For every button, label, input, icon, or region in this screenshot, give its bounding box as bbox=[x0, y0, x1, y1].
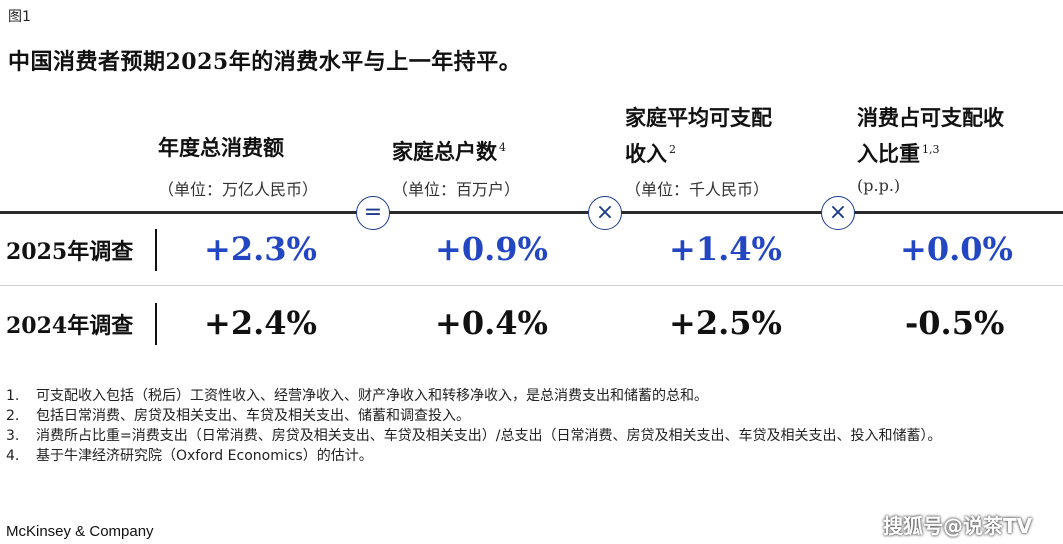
column-header-disposable-income: 家庭平均可支配 收入 2 bbox=[625, 102, 772, 170]
column-unit: (p.p.) bbox=[857, 176, 901, 195]
column-header-label: 家庭总户数 bbox=[392, 139, 497, 164]
footnotes: 1. 可支配收入包括（税后）工资性收入、经营净收入、财产净收入和转移净收入，是总消… bbox=[6, 386, 1046, 466]
value-cell: +0.9% bbox=[435, 230, 548, 268]
row-divider bbox=[155, 303, 157, 345]
column-header-consumption-share: 消费占可支配收 入比重 1,3 bbox=[857, 102, 1004, 170]
column-header-label-line2: 入比重 bbox=[857, 141, 920, 166]
row-label-2025: 2025年调查 bbox=[6, 239, 134, 265]
footnote-number: 1. bbox=[6, 388, 20, 404]
figure-label: 图1 bbox=[8, 9, 31, 25]
column-unit: （单位：万亿人民币） bbox=[158, 180, 319, 199]
value-cell: -0.5% bbox=[905, 304, 1005, 342]
multiply-operator-icon: × bbox=[588, 196, 622, 230]
column-header-label: 家庭平均可支配 bbox=[625, 105, 772, 130]
footnote-number: 3. bbox=[6, 428, 20, 444]
row-label-2024: 2024年调查 bbox=[6, 313, 134, 339]
row-divider bbox=[155, 229, 157, 271]
footnote-text: 消费所占比重=消费支出（日常消费、房贷及相关支出、车贷及相关支出）/总支出（日常… bbox=[36, 428, 942, 444]
multiply-operator-icon: × bbox=[821, 196, 855, 230]
value-cell: +2.3% bbox=[204, 230, 317, 268]
footnote-item: 1. 可支配收入包括（税后）工资性收入、经营净收入、财产净收入和转移净收入，是总消… bbox=[6, 386, 1046, 406]
footnote-ref: 2 bbox=[669, 143, 676, 156]
footnote-text: 基于牛津经济研究院（Oxford Economics）的估计。 bbox=[36, 448, 373, 464]
column-header-label: 消费占可支配收 bbox=[857, 105, 1004, 130]
footnote-text: 可支配收入包括（税后）工资性收入、经营净收入、财产净收入和转移净收入，是总消费支… bbox=[36, 388, 708, 404]
value-cell: +0.4% bbox=[435, 304, 548, 342]
column-header-total-consumption: 年度总消费额 bbox=[158, 132, 284, 164]
footnote-number: 2. bbox=[6, 408, 20, 424]
footnote-ref: 1,3 bbox=[922, 143, 940, 156]
brand-footer: McKinsey & Company bbox=[6, 523, 154, 540]
page-title: 中国消费者预期2025年的消费水平与上一年持平。 bbox=[8, 49, 522, 75]
column-unit: （单位：百万户） bbox=[392, 180, 521, 199]
value-cell: +1.4% bbox=[669, 230, 782, 268]
watermark: 搜狐号@说茶TV bbox=[883, 514, 1033, 538]
footnote-item: 3. 消费所占比重=消费支出（日常消费、房贷及相关支出、车贷及相关支出）/总支出（… bbox=[6, 426, 1046, 446]
column-unit: （单位：千人民币） bbox=[625, 180, 770, 199]
header-rule bbox=[0, 211, 1063, 214]
value-cell: +2.5% bbox=[669, 304, 782, 342]
equals-operator-icon: = bbox=[356, 196, 390, 230]
footnote-number: 4. bbox=[6, 448, 20, 464]
footnote-item: 2. 包括日常消费、房贷及相关支出、车贷及相关支出、储蓄和调查投入。 bbox=[6, 406, 1046, 426]
value-cell: +2.4% bbox=[204, 304, 317, 342]
column-header-label: 年度总消费额 bbox=[158, 135, 284, 160]
footnote-ref: 4 bbox=[499, 141, 506, 154]
footnote-text: 包括日常消费、房贷及相关支出、车贷及相关支出、储蓄和调查投入。 bbox=[36, 408, 470, 424]
column-header-label-line2: 收入 bbox=[625, 141, 667, 166]
row-separator bbox=[0, 285, 1063, 286]
value-cell: +0.0% bbox=[900, 230, 1013, 268]
column-header-households: 家庭总户数 4 bbox=[392, 132, 506, 168]
footnote-item: 4. 基于牛津经济研究院（Oxford Economics）的估计。 bbox=[6, 446, 1046, 466]
